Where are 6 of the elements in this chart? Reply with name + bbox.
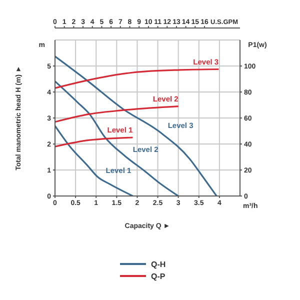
text: Q-P xyxy=(151,272,166,280)
line-series xyxy=(55,106,180,123)
text: Q-H xyxy=(151,260,166,268)
line-series xyxy=(55,68,220,89)
line-series xyxy=(55,56,218,196)
line-series xyxy=(55,125,134,196)
